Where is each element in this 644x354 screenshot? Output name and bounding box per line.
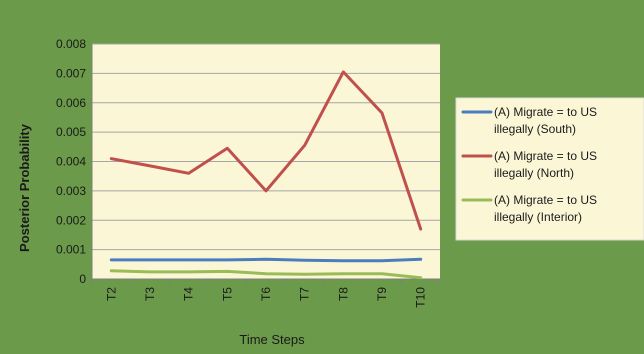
series-lines bbox=[109, 70, 423, 280]
x-tick-label: T8 bbox=[336, 287, 350, 301]
legend-label-3: illegally (Interior) bbox=[494, 210, 582, 224]
legend-label-2: (A) Migrate = to US bbox=[494, 149, 597, 163]
legend-label-3: (A) Migrate = to US bbox=[494, 193, 597, 207]
x-tick-label: T3 bbox=[143, 287, 157, 301]
y-tick-label: 0.002 bbox=[56, 213, 86, 227]
y-tick-labels: 0 0.001 0.002 0.003 0.004 0.005 0.006 0.007 0.00… bbox=[56, 37, 86, 286]
x-tick-label: T4 bbox=[182, 287, 196, 301]
y-tick-label: 0.006 bbox=[56, 96, 86, 110]
series-line-1 bbox=[109, 257, 423, 263]
legend: (A) Migrate = to US illegally (South) (A) … bbox=[455, 97, 644, 241]
y-tick-label: 0.003 bbox=[56, 184, 86, 198]
x-tick-labels: T2 T3 T4 T5 T6 T7 T8 T9 T10 bbox=[104, 287, 427, 308]
x-tick-label: T5 bbox=[220, 287, 234, 301]
y-axis-title: Posterior Probability bbox=[17, 123, 32, 252]
y-tick-label: 0.004 bbox=[56, 155, 86, 169]
x-tick-marks bbox=[91, 279, 441, 284]
x-tick-label: T9 bbox=[375, 287, 389, 301]
series-line-2 bbox=[109, 70, 423, 231]
y-tick-label: 0 bbox=[79, 272, 86, 286]
x-tick-label: T6 bbox=[259, 287, 273, 301]
legend-items: (A) Migrate = to US illegally (South) (A) … bbox=[461, 105, 597, 224]
y-tick-label: 0.005 bbox=[56, 125, 86, 139]
legend-label-1: (A) Migrate = to US bbox=[494, 105, 597, 119]
series-line-3 bbox=[109, 269, 423, 280]
x-tick-label: T7 bbox=[298, 287, 312, 301]
legend-box bbox=[455, 97, 644, 241]
y-tick-label: 0.008 bbox=[56, 37, 86, 51]
x-tick-label: T10 bbox=[414, 287, 428, 308]
y-tick-label: 0.007 bbox=[56, 66, 86, 80]
x-tick-label: T2 bbox=[104, 287, 118, 301]
x-axis-title: Time Steps bbox=[239, 332, 305, 347]
y-tick-label: 0.001 bbox=[56, 243, 86, 257]
legend-label-2: illegally (North) bbox=[494, 166, 574, 180]
legend-label-1: illegally (South) bbox=[494, 122, 576, 136]
